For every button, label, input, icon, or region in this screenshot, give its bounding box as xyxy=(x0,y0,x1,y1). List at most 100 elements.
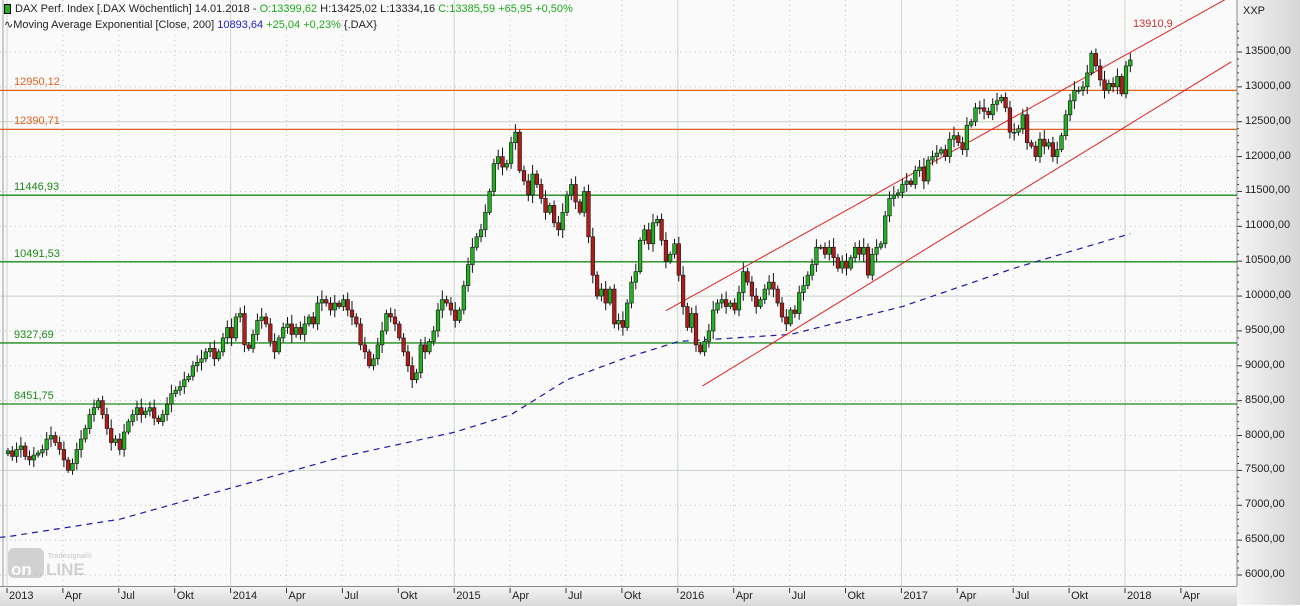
candle-down xyxy=(104,414,109,429)
candle-down xyxy=(1033,145,1038,157)
candle-up xyxy=(513,131,518,143)
x-tick-label: Apr xyxy=(959,590,977,602)
x-tick-label: 2017 xyxy=(903,590,928,602)
candle-down xyxy=(1098,65,1103,81)
candle-up xyxy=(461,285,466,311)
candle-up xyxy=(1089,53,1094,74)
y-tick-label: 8000,00 xyxy=(1245,428,1285,441)
candle-up xyxy=(848,257,853,269)
x-tick-label: Apr xyxy=(512,590,530,602)
candle-up xyxy=(40,449,45,454)
candle-up xyxy=(569,184,574,196)
candle-up xyxy=(418,344,423,374)
candle-down xyxy=(822,246,828,255)
x-tick-label: Apr xyxy=(288,590,306,602)
candle-up xyxy=(706,330,711,342)
candle-up xyxy=(504,163,509,168)
candle-down xyxy=(246,344,251,349)
candle-down xyxy=(397,323,402,339)
candle-up xyxy=(1106,83,1111,91)
candle-up xyxy=(18,445,24,450)
candle-up xyxy=(414,372,419,381)
candle-down xyxy=(289,323,294,335)
y-tick-label: 10000,00 xyxy=(1245,289,1291,302)
level-label: 9327,69 xyxy=(14,328,54,341)
candle-up xyxy=(186,375,191,381)
candle-down xyxy=(526,180,531,196)
x-axis-panel[interactable] xyxy=(0,586,1237,606)
candle-up xyxy=(805,274,810,286)
candle-up xyxy=(173,389,178,394)
plot-area xyxy=(0,0,1237,586)
x-tick-label: Okt xyxy=(847,590,865,602)
candle-up xyxy=(233,316,239,339)
candle-down xyxy=(298,327,303,335)
candle-up xyxy=(1020,114,1025,130)
y-tick-label: 7000,00 xyxy=(1245,498,1285,511)
candle-up xyxy=(913,170,918,185)
svg-text:Tradesignal®: Tradesignal® xyxy=(48,552,93,560)
candle-down xyxy=(956,135,961,143)
candle-down xyxy=(573,184,578,203)
candle-down xyxy=(1093,53,1098,67)
candle-up xyxy=(1123,65,1129,95)
candle-up xyxy=(809,264,815,276)
candle-up xyxy=(934,152,939,157)
candle-down xyxy=(345,299,350,311)
candle-down xyxy=(27,456,32,461)
candle-up xyxy=(827,246,832,255)
indicator-title: Moving Average Exponential [Close, 200] xyxy=(13,19,218,31)
candle-down xyxy=(517,131,522,171)
candle-legend-icon xyxy=(4,4,11,15)
x-tick-label: Jul xyxy=(568,590,583,602)
channel-label: 13910,9 xyxy=(1133,18,1173,30)
close-value: C:13385,59 +65,95 +0,50% xyxy=(438,3,573,15)
candle-up xyxy=(190,365,196,377)
candle-down xyxy=(358,323,363,346)
y-tick-label: 12500,00 xyxy=(1245,114,1291,127)
candle-up xyxy=(182,379,187,388)
candle-up xyxy=(801,285,806,293)
candle-down xyxy=(543,198,548,213)
candle-up xyxy=(758,299,763,307)
x-tick-label: Jul xyxy=(344,590,359,602)
candle-up xyxy=(702,341,707,353)
candle-down xyxy=(754,295,759,307)
level-label: 12950,12 xyxy=(14,76,60,89)
x-tick-label: 2013 xyxy=(9,590,34,602)
candle-down xyxy=(405,351,411,367)
level-label: 11446,93 xyxy=(14,181,60,194)
candle-up xyxy=(285,323,290,328)
candle-up xyxy=(384,313,389,332)
candle-up xyxy=(14,449,19,457)
candle-down xyxy=(685,306,690,328)
ma-value: 10893,64 xyxy=(217,19,264,31)
candle-down xyxy=(779,302,785,318)
candle-down xyxy=(612,288,617,325)
candle-down xyxy=(410,365,415,381)
candle-up xyxy=(1063,114,1068,136)
candle-up xyxy=(560,212,565,231)
candle-down xyxy=(844,260,849,269)
candle-up xyxy=(259,316,264,321)
candle-up xyxy=(427,341,432,353)
x-tick-label: Okt xyxy=(1071,590,1089,602)
candle-up xyxy=(319,299,325,304)
candle-up xyxy=(938,149,944,154)
candle-up xyxy=(616,320,621,325)
x-tick-label: Jul xyxy=(791,590,806,602)
x-tick-label: Okt xyxy=(176,590,194,602)
x-tick-label: Apr xyxy=(1182,590,1201,602)
candle-down xyxy=(723,299,729,307)
candle-up xyxy=(1037,138,1043,157)
candle-up xyxy=(1059,135,1064,150)
candle-up xyxy=(199,358,204,363)
y-axis-panel[interactable] xyxy=(1237,0,1300,605)
candle-up xyxy=(1080,86,1086,91)
candle-up xyxy=(122,431,127,450)
candle-up xyxy=(582,191,587,213)
candle-down xyxy=(981,107,987,112)
candle-down xyxy=(117,438,122,450)
candle-down xyxy=(212,348,217,360)
